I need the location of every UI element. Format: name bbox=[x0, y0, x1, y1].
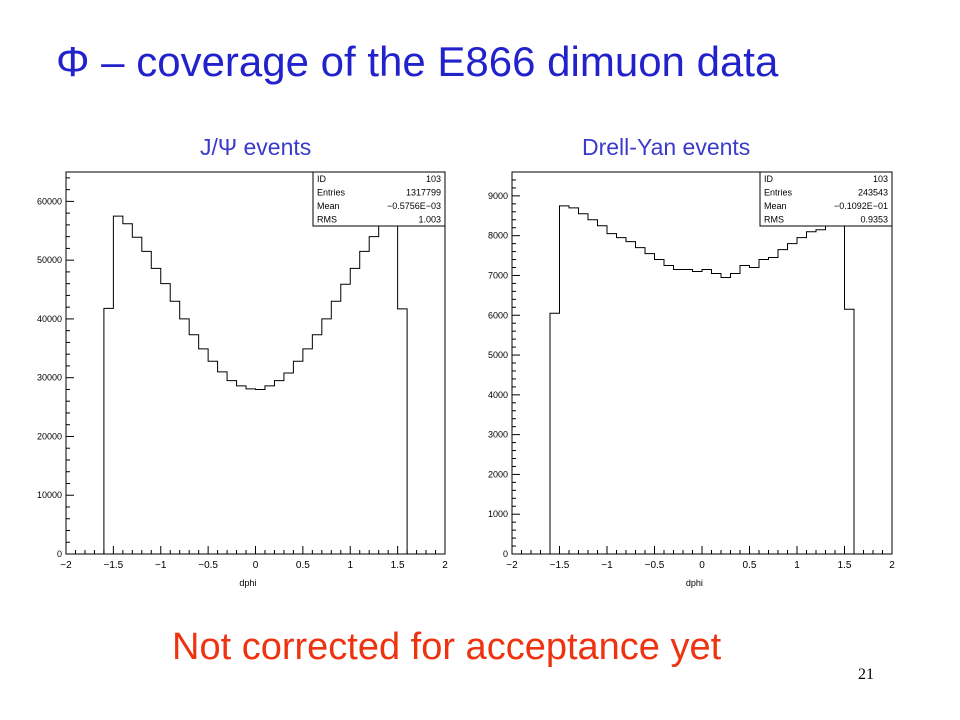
y-tick-label: 4000 bbox=[488, 390, 508, 400]
stats-label: Mean bbox=[764, 201, 787, 211]
histogram-bin bbox=[769, 258, 779, 554]
x-tick-label: −0.5 bbox=[198, 560, 218, 571]
histogram-bin bbox=[788, 244, 798, 554]
x-tick-label: −1 bbox=[601, 560, 613, 571]
histogram-bin bbox=[816, 230, 826, 554]
histogram-bin bbox=[721, 277, 731, 554]
page-number: 21 bbox=[858, 666, 874, 683]
x-axis-label: dphi bbox=[686, 578, 703, 588]
histogram-bin bbox=[683, 269, 693, 554]
stats-label: RMS bbox=[764, 215, 784, 225]
histogram-bin bbox=[560, 206, 570, 554]
histogram-bin bbox=[655, 260, 665, 554]
histogram-bin bbox=[797, 238, 807, 554]
stats-box bbox=[759, 171, 893, 227]
histogram-bin bbox=[626, 242, 636, 554]
histogram-bin bbox=[731, 273, 741, 554]
x-tick-label: 0.5 bbox=[743, 560, 757, 571]
y-tick-label: 20000 bbox=[37, 431, 62, 441]
stats-value: −0.1092E−01 bbox=[834, 201, 888, 211]
x-axis-label: dphi bbox=[239, 578, 256, 588]
x-tick-label: −1 bbox=[155, 560, 167, 571]
histogram-bin bbox=[807, 232, 817, 554]
y-tick-label: 3000 bbox=[488, 430, 508, 440]
histogram-bin bbox=[569, 208, 579, 554]
x-tick-label: 2 bbox=[442, 560, 448, 571]
y-tick-label: 5000 bbox=[488, 350, 508, 360]
x-tick-label: −1.5 bbox=[104, 560, 124, 571]
y-tick-label: 7000 bbox=[488, 270, 508, 280]
histogram-bin bbox=[588, 220, 598, 554]
x-tick-label: 1 bbox=[347, 560, 353, 571]
x-tick-label: −2 bbox=[506, 560, 518, 571]
histogram-bin bbox=[712, 273, 722, 554]
y-tick-label: 8000 bbox=[488, 231, 508, 241]
histogram-bin bbox=[759, 260, 769, 554]
stats-value: 1317799 bbox=[406, 188, 441, 198]
x-tick-label: 2 bbox=[889, 560, 895, 571]
histogram-bin bbox=[750, 268, 760, 555]
stats-value: 1.003 bbox=[418, 215, 441, 225]
x-tick-label: −0.5 bbox=[645, 560, 665, 571]
histogram-bin bbox=[636, 248, 646, 554]
histogram-bin bbox=[740, 266, 750, 554]
stats-value: 0.9353 bbox=[860, 215, 888, 225]
y-tick-label: 6000 bbox=[488, 310, 508, 320]
y-tick-label: 0 bbox=[57, 549, 62, 559]
x-tick-label: 1.5 bbox=[838, 560, 852, 571]
histogram-bin bbox=[835, 220, 845, 554]
stats-value: 103 bbox=[426, 174, 441, 184]
histogram-bin bbox=[645, 254, 655, 554]
x-tick-label: 0 bbox=[699, 560, 705, 571]
stats-label: Entries bbox=[317, 188, 346, 198]
histogram-bin bbox=[579, 214, 589, 554]
histogram-bin bbox=[598, 226, 608, 554]
histogram-bin bbox=[674, 269, 684, 554]
stats-label: Mean bbox=[317, 201, 340, 211]
y-tick-label: 50000 bbox=[37, 255, 62, 265]
stats-label: ID bbox=[764, 174, 774, 184]
histogram-bin bbox=[845, 309, 855, 554]
stats-box bbox=[312, 171, 446, 227]
stats-label: RMS bbox=[317, 215, 337, 225]
y-tick-label: 2000 bbox=[488, 469, 508, 479]
x-tick-label: −2 bbox=[60, 560, 72, 571]
histogram-bin bbox=[702, 269, 712, 554]
acceptance-note: Not corrected for acceptance yet bbox=[172, 626, 722, 668]
y-tick-label: 40000 bbox=[37, 314, 62, 324]
histogram-bin bbox=[550, 313, 560, 554]
y-tick-label: 60000 bbox=[37, 196, 62, 206]
x-tick-label: 0.5 bbox=[296, 560, 310, 571]
y-tick-label: 30000 bbox=[37, 373, 62, 383]
slide-title: Φ – coverage of the E866 dimuon data bbox=[56, 38, 779, 85]
histogram-bin bbox=[617, 238, 627, 554]
y-tick-label: 0 bbox=[503, 549, 508, 559]
y-tick-label: 1000 bbox=[488, 509, 508, 519]
histogram-series bbox=[103, 213, 408, 554]
histogram-series bbox=[549, 205, 855, 554]
y-tick-label: 10000 bbox=[37, 490, 62, 500]
y-tick-label: 9000 bbox=[488, 191, 508, 201]
jpsi-panel-title: J/Ψ events bbox=[200, 134, 312, 160]
drell-yan-panel-title: Drell-Yan events bbox=[582, 134, 751, 160]
histogram-bin bbox=[693, 271, 703, 554]
histogram-bin bbox=[664, 266, 674, 554]
histogram-bin bbox=[826, 224, 836, 554]
stats-value: 103 bbox=[873, 174, 888, 184]
x-tick-label: 1.5 bbox=[391, 560, 405, 571]
stats-value: −0.5756E−03 bbox=[387, 201, 441, 211]
x-tick-label: 0 bbox=[253, 560, 259, 571]
stats-label: ID bbox=[317, 174, 327, 184]
stats-label: Entries bbox=[764, 188, 793, 198]
stats-value: 243543 bbox=[858, 188, 888, 198]
x-tick-label: −1.5 bbox=[550, 560, 570, 571]
histogram-bin bbox=[778, 250, 788, 554]
histogram-bin bbox=[607, 234, 617, 554]
x-tick-label: 1 bbox=[794, 560, 800, 571]
